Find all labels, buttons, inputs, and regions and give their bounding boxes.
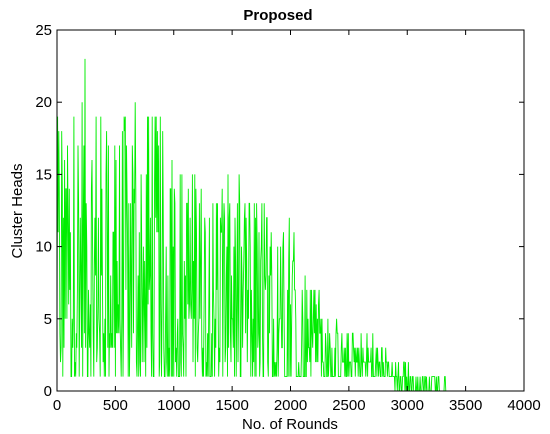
chart-title: Proposed <box>243 7 312 24</box>
y-tick-label: 0 <box>44 383 52 400</box>
x-tick-label: 0 <box>53 397 61 414</box>
ticks: 0 500 1000 1500 2000 2500 3000 3500 4000 0 5 10 15 20… <box>35 22 540 414</box>
y-axis-label: Cluster Heads <box>9 163 26 258</box>
plot-marks <box>56 58 524 392</box>
series-line <box>56 58 524 392</box>
y-tick-label: 10 <box>35 239 52 256</box>
x-tick-label: 4000 <box>507 397 540 414</box>
x-tick-label: 1500 <box>215 397 248 414</box>
x-tick-label: 3000 <box>391 397 424 414</box>
x-tick-label: 1000 <box>157 397 190 414</box>
x-tick-label: 2500 <box>332 397 365 414</box>
x-tick-label: 2000 <box>274 397 307 414</box>
x-tick-label: 500 <box>103 397 128 414</box>
x-axis-label: No. of Rounds <box>242 416 338 433</box>
y-tick-label: 5 <box>44 311 52 328</box>
y-tick-label: 15 <box>35 166 52 183</box>
x-tick-label: 3500 <box>449 397 482 414</box>
y-tick-label: 25 <box>35 22 52 39</box>
y-tick-label: 20 <box>35 94 52 111</box>
